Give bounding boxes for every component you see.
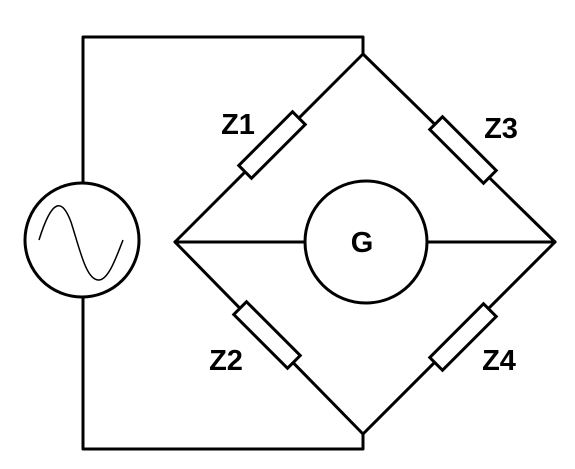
wire-source-to-bottom-node [81,283,365,451]
impedance-z1-box [236,109,308,181]
ac-source-circle [23,181,141,299]
galvanometer-label: G [351,227,374,259]
galvanometer-circle [303,179,429,305]
impedance-z2-box [231,299,303,371]
impedance-z4-box [427,301,499,373]
ac-source-icon [23,181,141,299]
impedance-label-z1: Z1 [221,109,255,141]
impedance-label-z4: Z4 [482,345,516,377]
impedance-z3-box [427,114,499,186]
wire-source-to-top-node [81,35,365,197]
sine-wave-icon [38,205,124,281]
impedance-label-z3: Z3 [484,113,518,145]
impedance-label-z2: Z2 [209,345,243,377]
